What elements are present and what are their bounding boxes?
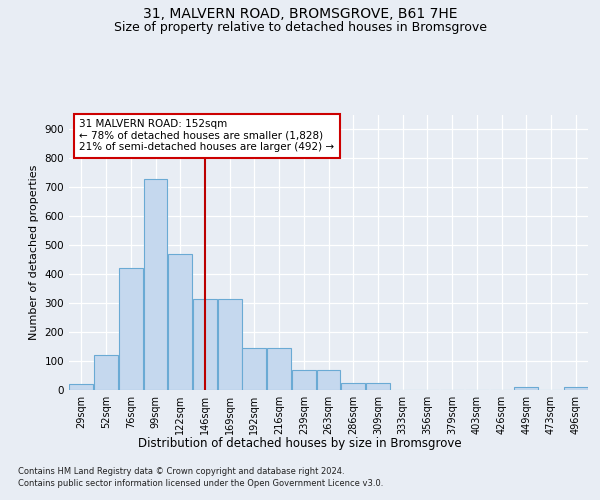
Bar bbox=[168, 254, 192, 390]
Text: Contains public sector information licensed under the Open Government Licence v3: Contains public sector information licen… bbox=[18, 479, 383, 488]
Bar bbox=[119, 268, 143, 390]
Text: 31, MALVERN ROAD, BROMSGROVE, B61 7HE: 31, MALVERN ROAD, BROMSGROVE, B61 7HE bbox=[143, 8, 457, 22]
Bar bbox=[218, 299, 242, 390]
Bar bbox=[563, 387, 587, 390]
Bar bbox=[242, 348, 266, 390]
Bar bbox=[366, 383, 390, 390]
Bar bbox=[341, 383, 365, 390]
Bar bbox=[317, 370, 340, 390]
Bar bbox=[514, 387, 538, 390]
Bar bbox=[193, 299, 217, 390]
Bar bbox=[292, 370, 316, 390]
Text: Contains HM Land Registry data © Crown copyright and database right 2024.: Contains HM Land Registry data © Crown c… bbox=[18, 468, 344, 476]
Text: Distribution of detached houses by size in Bromsgrove: Distribution of detached houses by size … bbox=[138, 438, 462, 450]
Bar bbox=[70, 384, 94, 390]
Bar bbox=[94, 356, 118, 390]
Bar bbox=[143, 178, 167, 390]
Text: 31 MALVERN ROAD: 152sqm
← 78% of detached houses are smaller (1,828)
21% of semi: 31 MALVERN ROAD: 152sqm ← 78% of detache… bbox=[79, 119, 335, 152]
Y-axis label: Number of detached properties: Number of detached properties bbox=[29, 165, 39, 340]
Bar bbox=[267, 348, 291, 390]
Text: Size of property relative to detached houses in Bromsgrove: Size of property relative to detached ho… bbox=[113, 21, 487, 34]
